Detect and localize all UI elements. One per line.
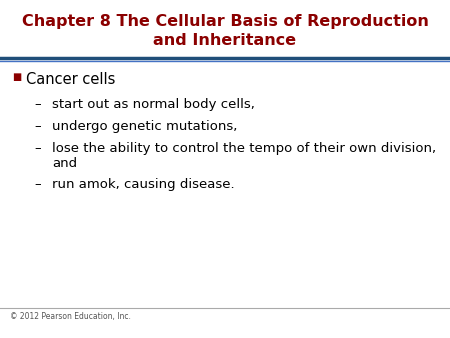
Text: and Inheritance: and Inheritance (153, 33, 297, 48)
Text: Chapter 8 The Cellular Basis of Reproduction: Chapter 8 The Cellular Basis of Reproduc… (22, 14, 428, 29)
Text: –: – (34, 142, 40, 155)
Text: undergo genetic mutations,: undergo genetic mutations, (52, 120, 238, 133)
Text: –: – (34, 120, 40, 133)
Text: run amok, causing disease.: run amok, causing disease. (52, 178, 234, 191)
Text: –: – (34, 98, 40, 111)
Text: Cancer cells: Cancer cells (26, 72, 115, 87)
Text: ■: ■ (12, 72, 21, 82)
Text: © 2012 Pearson Education, Inc.: © 2012 Pearson Education, Inc. (10, 312, 131, 321)
Text: start out as normal body cells,: start out as normal body cells, (52, 98, 255, 111)
Text: –: – (34, 178, 40, 191)
Text: lose the ability to control the tempo of their own division,
and: lose the ability to control the tempo of… (52, 142, 436, 170)
